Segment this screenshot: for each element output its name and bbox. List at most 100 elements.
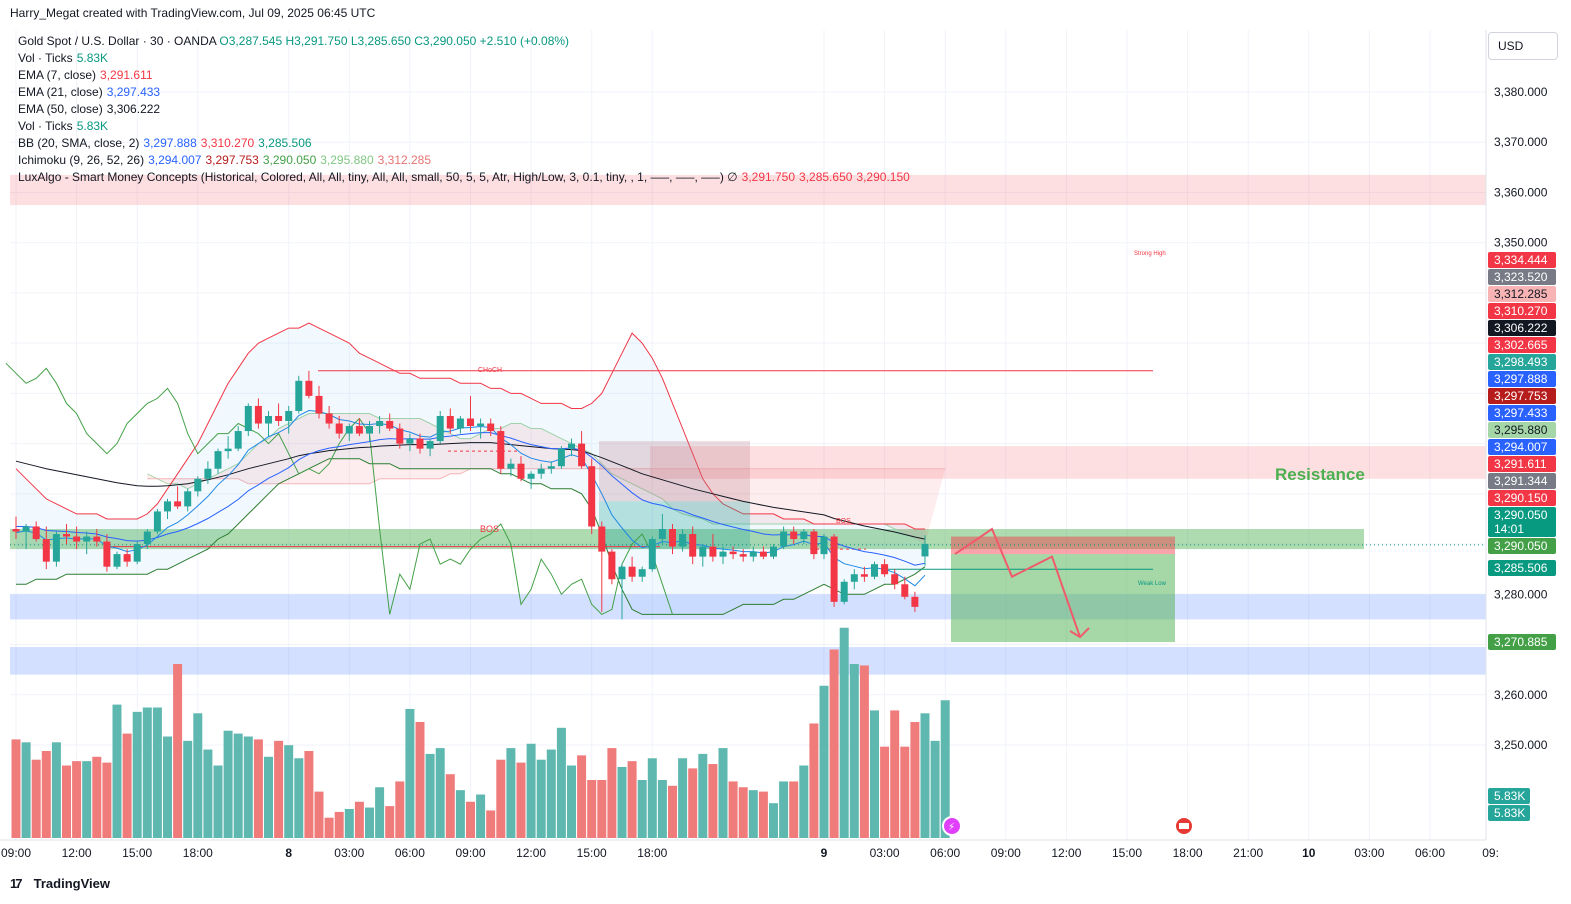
volume-bar — [21, 742, 31, 838]
ohlc-values: O3,287.545 H3,291.750 L3,285.650 C3,290.… — [219, 34, 570, 48]
volume-bar — [294, 758, 304, 838]
ichimoku-lagging-span — [5, 362, 673, 616]
candle-body — [184, 491, 192, 507]
legend-row[interactable]: Vol · Ticks 5.83K — [18, 50, 910, 67]
legend-row[interactable]: BB (20, SMA, close, 2) 3,297.888 3,310.270… — [18, 135, 910, 152]
candle-body — [234, 431, 242, 449]
ema-21-line — [16, 432, 926, 566]
candle-body — [729, 551, 737, 555]
volume-bar — [395, 781, 405, 838]
legend-row[interactable]: LuxAlgo - Smart Money Concepts (Historic… — [18, 169, 910, 186]
price-tag-label: 3,306.222 — [1494, 321, 1548, 335]
candle-body — [911, 596, 919, 607]
past-trade-stop-zone — [599, 441, 750, 502]
candle-body — [93, 536, 101, 542]
candle-body — [305, 380, 313, 396]
candle-body — [416, 438, 424, 449]
candle-body — [901, 584, 909, 597]
candle-body — [881, 564, 889, 575]
x-tick-label: 09: — [1482, 846, 1499, 860]
price-tag-label: 3,297.888 — [1494, 372, 1548, 386]
candle-body — [517, 463, 525, 479]
candle-body — [578, 443, 586, 467]
candle-body — [830, 536, 838, 602]
price-tag-label: 3,290.150 — [1494, 491, 1548, 505]
x-tick-label: 15:00 — [577, 846, 607, 860]
candle-body — [497, 431, 505, 469]
volume-bar — [466, 801, 475, 838]
y-tick-label: 3,350.000 — [1494, 236, 1548, 250]
legend-value: 3,290.050 — [262, 153, 317, 167]
legend-row[interactable]: Vol · Ticks 5.83K — [18, 118, 910, 135]
legend-value: 3,312.285 — [377, 153, 432, 167]
price-tag-label: 3,285.506 — [1494, 561, 1548, 575]
ema-50-line — [15, 442, 926, 540]
currency-button[interactable]: USD — [1488, 32, 1558, 60]
price-tag — [1488, 634, 1556, 650]
price-tag — [1488, 320, 1556, 336]
volume-bar — [284, 745, 294, 838]
candle-body — [648, 539, 656, 570]
volume-bar — [324, 817, 334, 838]
projection-arrowhead — [1069, 627, 1090, 639]
price-tag-label: 3,302.665 — [1494, 338, 1548, 352]
price-tag — [1488, 538, 1556, 554]
price-tag-label: 3,294.007 — [1494, 440, 1548, 454]
price-tag — [1488, 439, 1556, 455]
volume-bar — [385, 806, 395, 838]
candle-body — [315, 395, 323, 414]
y-tick-label: 3,250.000 — [1494, 738, 1548, 752]
legend-value: 3,310.270 — [200, 136, 255, 150]
bollinger-fill — [16, 323, 925, 615]
volume-bar — [617, 766, 627, 838]
projection-path — [954, 527, 1081, 638]
volume-tag-label: 5.83K — [1494, 806, 1525, 820]
volume-bar — [769, 803, 778, 838]
volume-bar — [829, 649, 839, 838]
legend-label: EMA (7, close) — [18, 68, 97, 82]
x-tick-label: 18:00 — [637, 846, 667, 860]
candle-body — [63, 534, 70, 537]
x-tick-label: 09:00 — [991, 846, 1021, 860]
y-tick-label: 3,370.000 — [1494, 135, 1548, 149]
tradingview-logo[interactable]: 17 TradingView — [10, 876, 110, 891]
volume-bar — [112, 704, 122, 838]
grid-lines — [10, 30, 1492, 840]
legend-symbol-row[interactable]: Gold Spot / U.S. Dollar · 30 · OANDA O3,… — [18, 33, 910, 50]
legend-row[interactable]: EMA (21, close) 3,297.433 — [18, 84, 910, 101]
candle-body — [699, 546, 707, 557]
price-tag — [1488, 507, 1556, 537]
lightning-glyph-icon: ⚡ — [948, 822, 955, 833]
volume-bar — [132, 711, 142, 838]
price-tag — [1488, 388, 1556, 404]
x-tick-label: 03:00 — [1354, 846, 1384, 860]
price-tag — [1488, 303, 1556, 319]
annotation-label: CHoCH — [478, 367, 502, 374]
candle-body — [73, 536, 81, 542]
x-tick-label: 18:00 — [1173, 846, 1203, 860]
y-tick-label: 3,260.000 — [1494, 688, 1548, 702]
volume-bar — [102, 762, 112, 838]
volume-bar — [647, 758, 657, 838]
legend-row[interactable]: EMA (7, close) 3,291.611 — [18, 67, 910, 84]
symbol-title: Gold Spot / U.S. Dollar · 30 · OANDA — [18, 34, 217, 48]
volume-bar — [688, 768, 698, 838]
legend-value: 5.83K — [76, 119, 109, 133]
legend-label: Vol · Ticks — [18, 119, 73, 133]
volume-bar — [849, 664, 859, 838]
price-tag — [1488, 456, 1556, 472]
volume-bar — [304, 751, 314, 838]
volume-bar — [657, 780, 667, 838]
candle-body — [871, 564, 878, 577]
price-tag-label: 3,298.493 — [1494, 355, 1548, 369]
volume-bar — [122, 733, 132, 838]
candle-body — [628, 566, 636, 577]
legend-row[interactable]: Ichimoku (9, 26, 52, 26) 3,294.007 3,297.7… — [18, 152, 910, 169]
volume-bar — [51, 742, 61, 838]
price-tag-label: 3,310.270 — [1494, 304, 1548, 318]
volume-bar — [152, 707, 162, 838]
legend-row[interactable]: EMA (50, close) 3,306.222 — [18, 101, 910, 118]
volume-bar — [173, 664, 183, 838]
volume-bar — [758, 791, 768, 838]
